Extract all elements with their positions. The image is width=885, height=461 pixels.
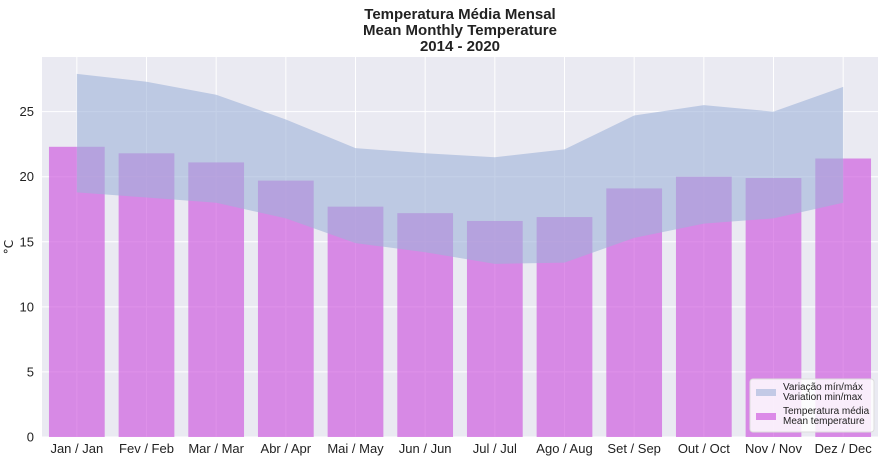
x-tick-label: Dez / Dec	[815, 441, 873, 456]
legend-label: Variação mín/máx	[783, 382, 863, 393]
x-tick-label: Jun / Jun	[399, 441, 452, 456]
x-tick-label: Abr / Apr	[261, 441, 312, 456]
x-tick-label: Mar / Mar	[188, 441, 244, 456]
y-tick-label: 5	[27, 364, 34, 379]
legend-swatch	[756, 389, 776, 396]
bar	[118, 153, 175, 437]
x-tick-label: Set / Sep	[607, 441, 660, 456]
band-series	[76, 73, 844, 264]
legend-label: Temperatura média	[783, 406, 870, 417]
y-tick-label: 20	[20, 169, 34, 184]
x-tick-label: Out / Oct	[678, 441, 730, 456]
y-axis-label: °C	[2, 240, 16, 254]
y-tick-label: 10	[20, 299, 34, 314]
legend-label: Mean temperature	[783, 416, 865, 427]
legend-swatch	[756, 413, 776, 420]
x-tick-label: Jan / Jan	[50, 441, 103, 456]
legend-box	[749, 378, 875, 433]
chart-title-line: 2014 - 2020	[420, 38, 500, 55]
x-axis: Jan / Jan Fev / Feb Mar / Mar Abr / Apr Mai …	[50, 441, 872, 456]
x-tick-label: Ago / Aug	[536, 441, 592, 456]
x-tick-label: Fev / Feb	[119, 441, 174, 456]
chart-title-line: Mean Monthly Temperature	[363, 22, 557, 39]
y-tick-label: 0	[27, 430, 34, 445]
bar	[48, 146, 105, 437]
y-tick-label: 15	[20, 234, 34, 249]
x-tick-label: Nov / Nov	[745, 441, 803, 456]
band-area	[76, 73, 844, 264]
bar	[188, 162, 245, 438]
y-tick-label: 25	[20, 104, 34, 119]
y-axis: 0 5 10 15 20 25	[20, 104, 34, 444]
x-tick-label: Mai / May	[327, 441, 384, 456]
chart-title-line: Temperatura Média Mensal	[364, 6, 555, 23]
bar-series	[48, 146, 872, 438]
legend-label: Variation min/max	[783, 392, 862, 403]
x-tick-label: Jul / Jul	[473, 441, 517, 456]
